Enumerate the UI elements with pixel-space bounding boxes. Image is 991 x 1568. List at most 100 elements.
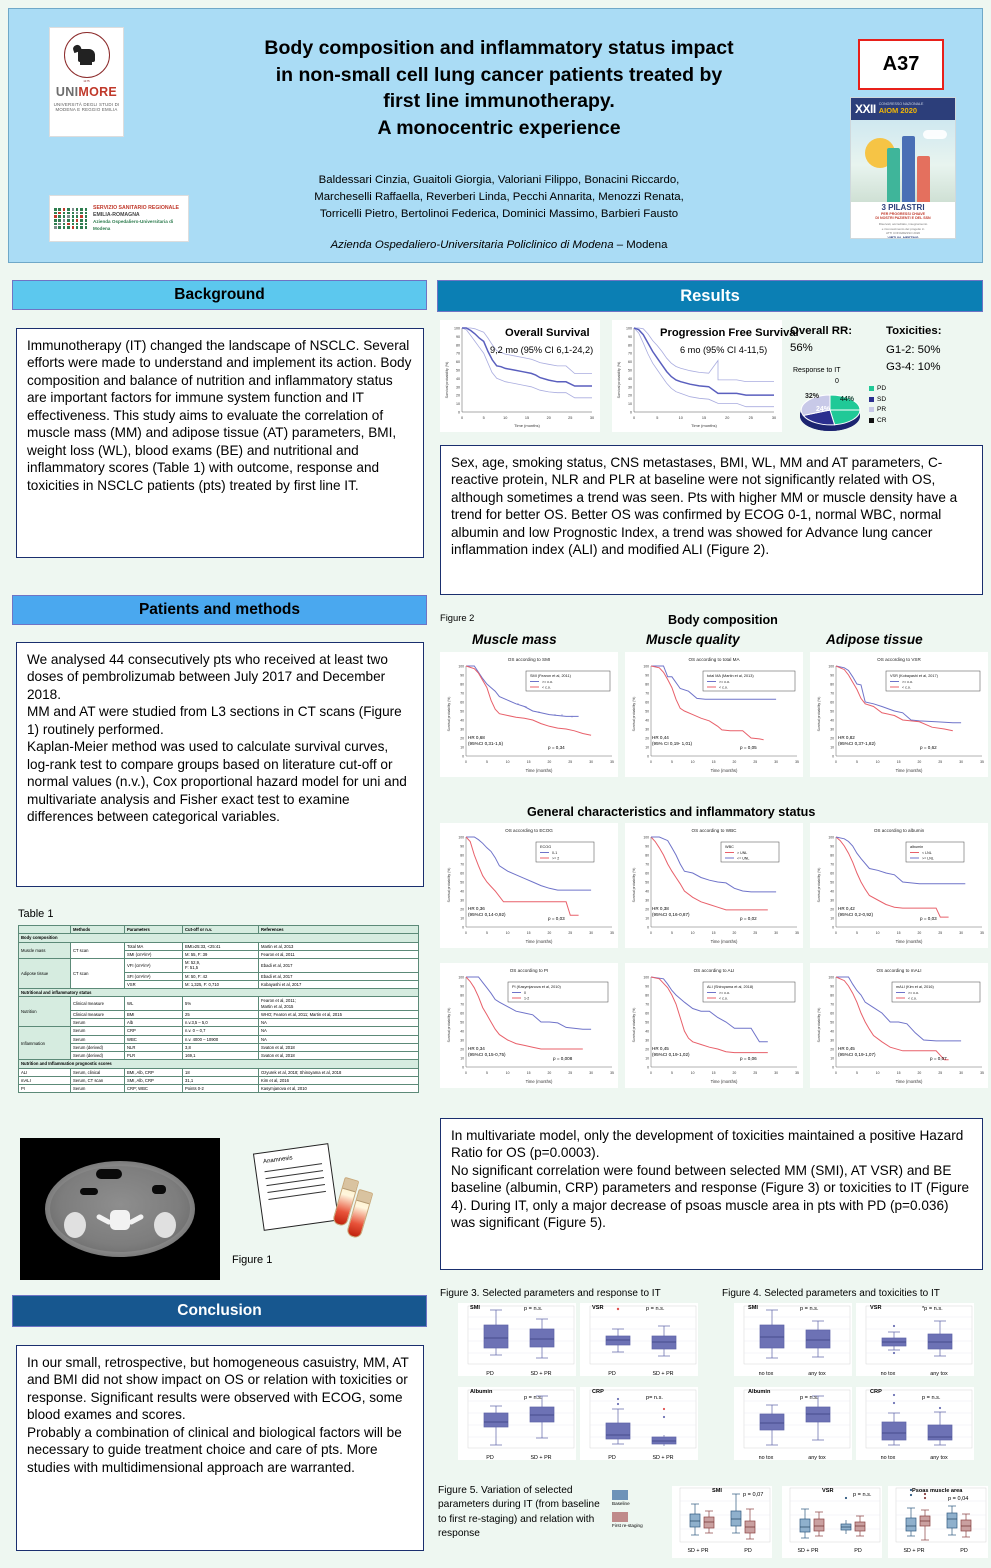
svg-text:Time (months): Time (months)	[526, 1079, 553, 1084]
authors-line-3: Torricelli Pietro, Bertolinoi Federica, …	[319, 208, 679, 221]
cell-references: Martin et al, 2013	[258, 941, 419, 951]
cell-methods: Serum, clinical	[70, 1067, 125, 1077]
title-line-4: A monocentric experience	[377, 116, 621, 139]
pie-value-pd: 44%	[840, 396, 855, 403]
chart-os-by-albumin: OS according to albumin 100 90 80 70 60 50 40…	[810, 823, 988, 948]
cell-parameters: NLR	[124, 1042, 183, 1053]
svg-text:< c.o.: < c.o.	[908, 997, 917, 1001]
hr-value: HR 0,36	[468, 906, 485, 911]
svg-text:>= c.o.: >= c.o.	[908, 991, 919, 995]
boxplot-title-fig3-albumin: Albumin	[470, 1389, 493, 1395]
hr-value: HR 0,45	[838, 1046, 855, 1051]
cell-references: Svaton et al, 2018	[258, 1050, 419, 1061]
cell-parameters: Alb	[124, 1017, 183, 1028]
svg-text:25: 25	[753, 760, 757, 764]
svg-text:90: 90	[628, 335, 632, 339]
svg-text:80: 80	[830, 683, 834, 687]
svg-text:0: 0	[832, 1066, 834, 1070]
plot-title-ali: OS according to ALI	[694, 968, 735, 973]
svg-text:70: 70	[628, 352, 632, 356]
svg-text:35: 35	[795, 931, 799, 935]
boxplot-p-fig3-albumin: p = n.s.	[524, 1395, 543, 1401]
xlabel-fig5-smi-pd: PD	[744, 1548, 752, 1554]
plot-title-smi: OS according to SMI	[508, 657, 550, 662]
svg-text:30: 30	[645, 899, 649, 903]
svg-text:5: 5	[656, 416, 658, 420]
aiom-pillars-sub-1: PER PROGRESSI CHIAVE	[880, 212, 926, 216]
svg-text:60: 60	[645, 701, 649, 705]
svg-text:40: 40	[645, 890, 649, 894]
legend-swatch-restaging	[612, 1511, 628, 1522]
svg-text:10: 10	[830, 917, 834, 921]
row-label-inflammation: Inflammation	[18, 1026, 71, 1061]
cell-cutoff: Points 0-2	[182, 1083, 259, 1094]
svg-text:< c.o.: < c.o.	[542, 686, 551, 690]
pie-value-pr: 32%	[805, 393, 820, 400]
svg-text:50: 50	[456, 369, 460, 373]
results-paragraph-1: Sex, age, smoking status, CNS metastases…	[440, 445, 983, 595]
boxplot-p-fig5-vsr: p = n.s.	[853, 1492, 872, 1498]
svg-text:50: 50	[645, 1021, 649, 1025]
svg-text:25: 25	[568, 1071, 572, 1075]
xlabel-fig5-psoas-pd: PD	[960, 1548, 968, 1554]
svg-text:10: 10	[645, 917, 649, 921]
cell-methods: CT scan	[70, 958, 125, 989]
svg-text:70: 70	[645, 1003, 649, 1007]
cell-cutoff: 25	[182, 1009, 259, 1020]
p-os-by-smi: p = 0,34	[548, 745, 565, 750]
legend-title-pi: PI (Kasymjanova et al, 2010)	[512, 985, 561, 989]
cell-methods: Serum	[70, 1034, 125, 1044]
svg-text:Survival probability (%): Survival probability (%)	[817, 697, 821, 732]
cell-references: Fearon et al, 2011	[258, 949, 419, 960]
p-os-by-ecog: p = 0,03	[548, 916, 565, 921]
pencil-icon-1	[887, 148, 900, 202]
cell-cutoff: 31,1	[182, 1075, 259, 1086]
svg-text:60: 60	[460, 1012, 464, 1016]
p-os-by-vsr: p = 0,62	[920, 745, 937, 750]
svg-text:15: 15	[527, 760, 531, 764]
svg-text:0: 0	[647, 1066, 649, 1070]
cell-methods: Serum	[70, 1017, 125, 1028]
pie-legend: PD SD PR CR	[869, 384, 887, 427]
table1: Methods Parameters Cut-off or n.v. Refer…	[18, 924, 419, 1094]
cell-cutoff: M: 50, F: 42	[182, 971, 259, 981]
boxplot-fig5-vsr	[782, 1486, 882, 1558]
svg-text:0: 0	[461, 416, 463, 420]
legend-item-pr: PR	[869, 405, 887, 416]
svg-text:20: 20	[628, 394, 632, 398]
svg-text:>= c.o.: >= c.o.	[542, 680, 553, 684]
svg-text:0: 0	[462, 755, 464, 759]
svg-text:0: 0	[650, 760, 652, 764]
results-paragraph-2: In multivariate model, only the developm…	[440, 1118, 983, 1270]
hr-ci: (95%CI 0,37-1,82)	[838, 740, 876, 746]
svg-text:20: 20	[548, 760, 552, 764]
svg-text:5: 5	[483, 416, 485, 420]
svg-text:0: 0	[835, 931, 837, 935]
cell-cutoff: M: 1,325, F: 0,710	[182, 979, 259, 990]
overall-survival-title: Overall Survival	[505, 327, 590, 339]
xlabel-fig4-crp-notox: no tox	[880, 1455, 896, 1461]
xlabel-fig3-crp-sdpr: SD + PR	[652, 1455, 674, 1461]
cell-parameters: SMI, Alb, CRP	[124, 1075, 183, 1086]
cell-references: Svaton et al, 2018	[258, 1042, 419, 1053]
table1-group-row: Body composition	[18, 933, 419, 943]
cell-methods: Serum, CT scan	[70, 1075, 125, 1086]
svg-text:15: 15	[702, 416, 706, 420]
svg-text:Time (months): Time (months)	[896, 768, 923, 773]
table1-group-row: Nutrition and Inflammation prognostic sc…	[18, 1059, 419, 1069]
svg-text:5: 5	[486, 760, 488, 764]
svg-text:25: 25	[749, 416, 753, 420]
cell-parameters: BMI	[124, 1009, 183, 1020]
table1-header-row: Methods Parameters Cut-off or n.v. Refer…	[18, 924, 419, 935]
svg-text:100: 100	[643, 836, 649, 840]
xlabel-fig4-vsr-notox: no tox	[880, 1371, 896, 1377]
svg-text:90: 90	[645, 985, 649, 989]
table-row: Serum Alb n.v.3,5 – 5,0 NA	[19, 1017, 419, 1028]
legend-item-pd: PD	[869, 384, 887, 395]
table-row: SMI (cm²/m²) M: 55, F: 39 Fearon et al, …	[19, 949, 419, 960]
svg-text:0: 0	[465, 1071, 467, 1075]
svg-text:20: 20	[918, 760, 922, 764]
xlabel-fig3-crp-pd: PD	[608, 1455, 616, 1461]
boxplot-title-fig5-vsr: VSR	[822, 1488, 834, 1494]
svg-text:Time (months): Time (months)	[896, 1079, 923, 1084]
